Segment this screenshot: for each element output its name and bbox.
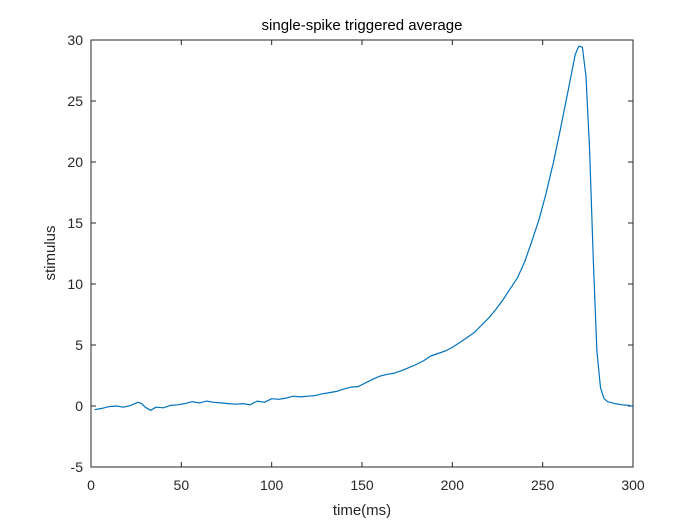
y-tick-label: 5 xyxy=(75,337,83,353)
x-tick-label: 300 xyxy=(621,477,645,493)
y-tick-label: 10 xyxy=(67,276,83,292)
y-tick-label: 15 xyxy=(67,215,83,231)
y-axis-label: stimulus xyxy=(42,225,59,280)
series-line xyxy=(94,45,634,411)
y-tick-label: -5 xyxy=(71,459,84,475)
y-tick-label: 30 xyxy=(67,32,83,48)
x-tick-label: 250 xyxy=(531,477,555,493)
x-tick-label: 50 xyxy=(174,477,190,493)
chart-title: single-spike triggered average xyxy=(262,17,463,34)
x-axis-label: time(ms) xyxy=(333,502,391,519)
y-tick-label: 20 xyxy=(67,154,83,170)
x-axis: 0 50 100 150 200 250 300 xyxy=(87,40,645,493)
y-axis: -5 0 5 10 15 20 25 30 xyxy=(67,32,633,475)
x-tick-label: 200 xyxy=(441,477,465,493)
x-tick-label: 100 xyxy=(260,477,284,493)
plot-area xyxy=(90,39,634,468)
y-tick-label: 25 xyxy=(67,93,83,109)
x-tick-label: 150 xyxy=(350,477,374,493)
series-layer xyxy=(94,45,634,411)
y-tick-label: 0 xyxy=(75,398,83,414)
x-tick-label: 0 xyxy=(87,477,95,493)
